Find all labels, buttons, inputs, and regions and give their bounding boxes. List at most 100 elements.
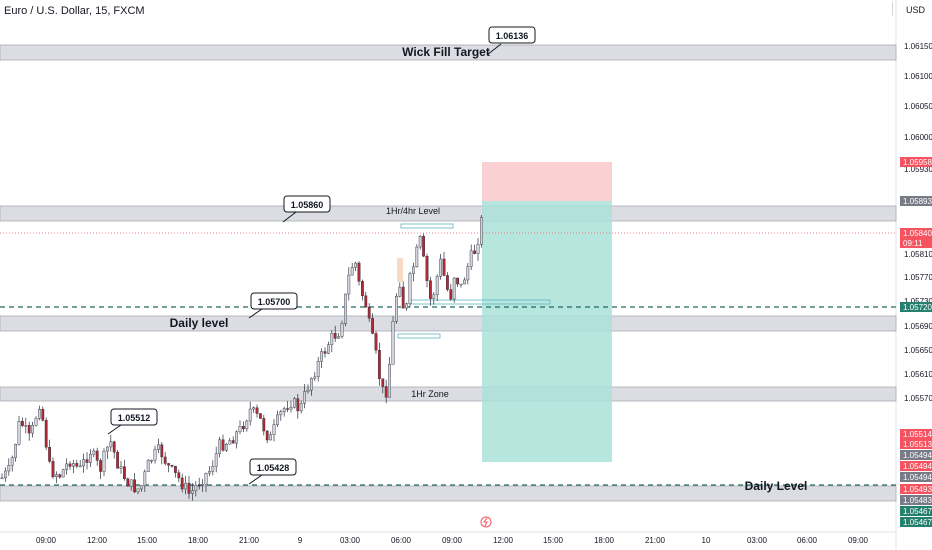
candle	[58, 473, 62, 479]
time-tick: 03:00	[340, 536, 361, 545]
candle	[88, 449, 92, 467]
currency-label[interactable]: USD	[906, 5, 926, 15]
candle	[415, 244, 419, 268]
candle	[432, 291, 436, 305]
order-block-3	[397, 333, 441, 339]
candle	[167, 462, 170, 473]
price-label: 1.05494	[900, 461, 932, 471]
candle	[388, 356, 391, 398]
level-1hr4hr-label: 1Hr/4hr Level	[386, 206, 440, 216]
candle	[170, 464, 174, 468]
candle	[480, 215, 483, 248]
candle	[65, 458, 69, 475]
candle	[156, 438, 160, 454]
candle	[75, 459, 79, 469]
wick-fill-zone[interactable]	[0, 44, 897, 61]
candle	[418, 235, 422, 250]
callout-low-2[interactable]: 1.05428	[248, 458, 297, 485]
candle	[71, 459, 75, 474]
daily-level-price: 1.05700	[258, 297, 291, 307]
candle	[129, 479, 133, 491]
candle	[31, 421, 34, 438]
lightning-icon[interactable]	[480, 516, 492, 528]
candle	[276, 410, 279, 428]
candle	[197, 477, 201, 490]
candle	[449, 284, 453, 301]
take-profit-area[interactable]	[482, 201, 612, 462]
callout-wick-fill[interactable]: 1.06136	[486, 26, 536, 56]
candle	[422, 233, 425, 257]
daily-level-zone[interactable]	[0, 315, 897, 332]
zone-1hr[interactable]	[0, 386, 897, 402]
callout-low-1[interactable]: 1.05512	[107, 408, 158, 435]
candle	[469, 244, 473, 270]
level-1hr4hr-zone[interactable]	[0, 205, 897, 222]
price-tick: 1.05770	[904, 273, 932, 282]
price-tick: 1.05570	[904, 394, 932, 403]
candle	[429, 276, 432, 306]
candle	[204, 472, 208, 493]
price-label: 1.05494	[900, 450, 932, 460]
candle	[207, 466, 211, 477]
candle	[313, 371, 317, 382]
candle	[7, 458, 11, 476]
candle	[211, 460, 215, 476]
candle	[310, 377, 313, 396]
candle	[105, 446, 109, 460]
candle	[0, 473, 4, 480]
candle	[364, 291, 368, 308]
candle	[306, 384, 310, 394]
svg-text:1.05840: 1.05840	[903, 229, 932, 238]
price-label: 1.05467	[900, 517, 932, 527]
candle	[296, 393, 300, 419]
candle	[456, 277, 459, 288]
time-tick: 18:00	[188, 536, 209, 545]
candle	[367, 303, 371, 322]
axis-divider	[892, 2, 893, 16]
svg-text:1.05494: 1.05494	[903, 451, 932, 460]
candle	[398, 282, 402, 298]
candle	[41, 406, 45, 422]
candle	[435, 274, 439, 302]
daily-level-label: Daily level	[170, 316, 229, 330]
callout-daily[interactable]: 1.05700	[248, 292, 298, 319]
candle	[187, 475, 191, 499]
price-tick: 1.06050	[904, 102, 932, 111]
candle	[374, 331, 378, 354]
candle	[245, 419, 249, 432]
candle	[51, 457, 55, 479]
price-label: 1.05513	[900, 439, 932, 449]
price-label: 1.05893	[900, 196, 932, 206]
svg-text:1.05720: 1.05720	[903, 303, 932, 312]
candle	[136, 488, 140, 495]
candle	[201, 479, 204, 492]
candle	[323, 347, 327, 358]
price-tick: 1.05610	[904, 370, 932, 379]
candle	[163, 451, 167, 466]
daily-level-bottom-zone[interactable]	[0, 485, 897, 502]
candle	[133, 472, 136, 494]
price-tick: 1.06100	[904, 72, 932, 81]
time-tick: 18:00	[594, 536, 615, 545]
candle	[303, 384, 306, 409]
daily-level-bottom-label: Daily Level	[745, 479, 808, 493]
symbol-title[interactable]: Euro / U.S. Dollar, 15, FXCM	[4, 5, 145, 17]
candle	[381, 378, 385, 394]
candle	[463, 277, 466, 285]
candle	[333, 325, 337, 342]
price-label: 1.05494	[900, 472, 932, 482]
callout-1hr4hr[interactable]: 1.05860	[282, 195, 331, 223]
price-label: 1.05493	[900, 484, 932, 494]
svg-text:1.05467: 1.05467	[903, 507, 932, 516]
candle	[82, 453, 86, 473]
candle	[466, 263, 470, 285]
stop-loss-area[interactable]	[482, 162, 612, 201]
price-tick: 1.05690	[904, 322, 932, 331]
price-axis-ticks: 1.06150 1.06100 1.06050 1.06000 1.05930 1.058…	[904, 42, 932, 403]
candle	[224, 442, 228, 452]
candle	[255, 404, 259, 418]
price-tick: 1.05810	[904, 250, 932, 259]
candle	[412, 262, 415, 282]
time-tick: 12:00	[493, 536, 514, 545]
